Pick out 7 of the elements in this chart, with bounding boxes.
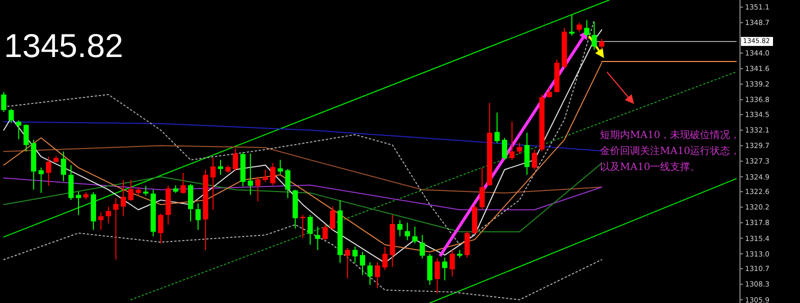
text: 1345.82	[4, 27, 124, 64]
line-series	[3, 178, 602, 210]
annotation: 以及MA10一线支撑。	[600, 161, 700, 173]
line-series	[3, 224, 602, 300]
line-series	[3, 162, 602, 232]
annotation: 短期内MA10，未现破位情况，	[600, 129, 740, 141]
annotation: 金价回调关注MA10运行状态，	[600, 145, 740, 157]
